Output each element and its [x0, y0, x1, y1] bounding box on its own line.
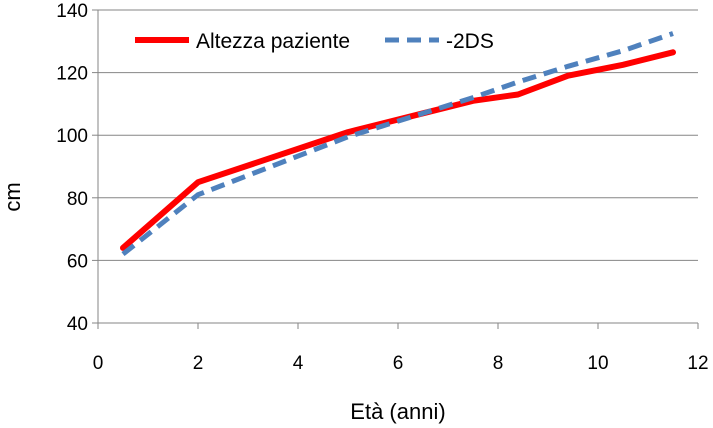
y-tick-label: 120: [56, 64, 88, 85]
y-tick-label: 40: [67, 314, 88, 335]
y-axis-title: cm: [0, 182, 25, 211]
x-tick-label: 2: [193, 353, 204, 374]
legend-label-altezza: Altezza paziente: [196, 30, 350, 53]
series-lines: [120, 31, 676, 257]
y-tick-label: 80: [67, 189, 88, 210]
x-tick-label: 6: [393, 353, 404, 374]
x-axis-title: Età (anni): [350, 399, 445, 424]
gridlines: [98, 9, 698, 261]
y-tick-label: 140: [56, 1, 88, 22]
y-tick-label: 100: [56, 126, 88, 147]
x-tick-label: 4: [293, 353, 304, 374]
series-line-altezza-paziente: [120, 49, 676, 251]
x-tick-label: 8: [493, 353, 504, 374]
axes: [92, 9, 699, 329]
x-tick-label: 10: [587, 353, 608, 374]
x-tick-label: 0: [93, 353, 104, 374]
series-line-minus-2ds: [121, 31, 674, 257]
x-tick-label: 12: [687, 353, 708, 374]
tick-labels: 40 60 80 100 120 140 0 2 4 6 8 10 12: [56, 1, 708, 374]
y-tick-label: 60: [67, 251, 88, 272]
legend: Altezza paziente -2DS: [135, 30, 494, 53]
legend-label-2ds: -2DS: [446, 30, 494, 53]
